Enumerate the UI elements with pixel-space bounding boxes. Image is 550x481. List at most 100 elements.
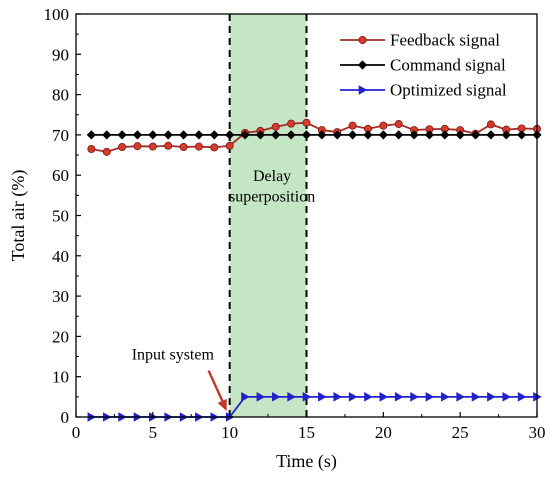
shaded-region-group: [229, 14, 307, 417]
data-point-feedback-signal: [133, 142, 142, 151]
data-point-command-signal: [240, 130, 250, 140]
legend-marker-command-signal: [357, 60, 368, 70]
data-point-command-signal: [394, 130, 404, 140]
y-tick-label: 80: [52, 86, 69, 105]
data-point-feedback-signal: [194, 142, 203, 151]
data-point-command-signal: [470, 130, 481, 140]
series-feedback-signal: [87, 118, 542, 156]
annotation-arrow-shaft: [207, 370, 226, 407]
series-group: [86, 118, 542, 422]
x-axis-label: Time (s): [276, 451, 337, 472]
data-point-optimized-signal: [348, 392, 358, 402]
data-point-optimized-signal: [256, 392, 266, 402]
annotation-group: Input system: [132, 346, 227, 411]
annotation-text: Input system: [132, 346, 215, 363]
data-point-command-signal: [132, 130, 143, 140]
y-tick-label: 20: [52, 327, 69, 346]
data-point-feedback-signal: [348, 121, 357, 130]
data-point-feedback-signal: [271, 122, 280, 131]
data-point-feedback-signal: [225, 141, 234, 150]
data-point-command-signal: [517, 130, 527, 140]
data-point-command-signal: [363, 130, 373, 140]
data-point-command-signal: [225, 130, 235, 140]
y-tick-label: 70: [52, 126, 69, 145]
data-point-feedback-signal: [148, 142, 157, 151]
data-point-optimized-signal: [394, 392, 404, 402]
data-point-feedback-signal: [394, 120, 403, 129]
x-tick-label: 0: [72, 423, 81, 442]
data-point-feedback-signal: [87, 145, 96, 154]
data-point-optimized-signal: [271, 392, 281, 402]
data-point-optimized-signal: [379, 392, 389, 402]
y-tick-label: 50: [52, 207, 69, 226]
y-tick-label: 40: [52, 247, 69, 266]
data-point-command-signal: [163, 130, 173, 140]
legend-marker-optimized-signal: [358, 85, 368, 95]
y-tick-label: 90: [52, 45, 69, 64]
x-tick-label: 10: [221, 423, 238, 442]
y-tick-label: 10: [52, 368, 69, 387]
data-point-optimized-signal: [287, 392, 296, 402]
data-point-command-signal: [148, 130, 158, 140]
series-line-optimized-signal: [91, 395, 537, 418]
legend: Feedback signal Command signal Optimized s…: [340, 31, 507, 100]
legend-label-optimized-signal: Optimized signal: [390, 81, 507, 100]
y-tick-label: 60: [52, 166, 69, 185]
ticks-group: 0 5 10 15 20 25 30 0 10 20 30 40 50 60 70 80 90 100: [44, 5, 546, 442]
data-point-command-signal: [332, 130, 342, 140]
data-point-command-signal: [301, 130, 312, 140]
data-point-optimized-signal: [410, 392, 419, 402]
data-point-command-signal: [455, 130, 465, 140]
data-point-optimized-signal: [456, 392, 465, 402]
data-point-command-signal: [348, 130, 358, 140]
x-tick-label: 25: [452, 423, 469, 442]
data-point-command-signal: [117, 130, 127, 140]
region-label-line2: superposition: [229, 188, 315, 205]
data-point-optimized-signal: [302, 392, 312, 402]
legend-label-command-signal: Command signal: [390, 56, 506, 75]
data-point-command-signal: [178, 130, 189, 140]
data-point-command-signal: [286, 130, 296, 140]
x-tick-label: 20: [375, 423, 392, 442]
data-point-command-signal: [317, 130, 327, 140]
data-point-optimized-signal: [441, 392, 450, 402]
data-point-feedback-signal: [379, 121, 388, 130]
data-point-feedback-signal: [179, 142, 188, 151]
data-point-command-signal: [409, 130, 419, 140]
data-point-feedback-signal: [287, 119, 296, 128]
data-point-optimized-signal: [471, 392, 481, 402]
data-point-optimized-signal: [241, 392, 250, 402]
data-point-command-signal: [501, 130, 511, 140]
data-point-command-signal: [378, 130, 388, 140]
data-point-feedback-signal: [118, 142, 127, 151]
annotation-arrow-head: [217, 398, 227, 411]
data-point-optimized-signal: [333, 392, 343, 402]
data-point-optimized-signal: [502, 392, 512, 402]
data-point-command-signal: [209, 130, 219, 140]
data-point-feedback-signal: [302, 118, 311, 127]
x-tick-label: 30: [529, 423, 546, 442]
data-point-command-signal: [102, 130, 112, 140]
data-point-feedback-signal: [164, 141, 173, 150]
series-command-signal: [86, 130, 542, 140]
series-line-feedback-signal: [91, 121, 538, 153]
data-point-optimized-signal: [517, 392, 527, 402]
y-tick-label: 30: [52, 287, 69, 306]
y-tick-label: 0: [61, 408, 70, 427]
y-axis-label: Total air (%): [8, 170, 29, 262]
shaded-region-delay: [229, 14, 307, 417]
legend-label-feedback-signal: Feedback signal: [390, 31, 500, 50]
data-point-command-signal: [424, 130, 435, 140]
x-tick-label: 15: [298, 423, 315, 442]
data-point-feedback-signal: [210, 143, 219, 152]
data-point-optimized-signal: [364, 392, 373, 402]
data-point-command-signal: [194, 130, 204, 140]
x-tick-label: 5: [149, 423, 158, 442]
data-point-command-signal: [440, 130, 450, 140]
data-point-feedback-signal: [486, 120, 495, 129]
data-point-command-signal: [486, 130, 496, 140]
data-point-optimized-signal: [487, 392, 496, 402]
y-tick-label: 100: [44, 5, 70, 24]
